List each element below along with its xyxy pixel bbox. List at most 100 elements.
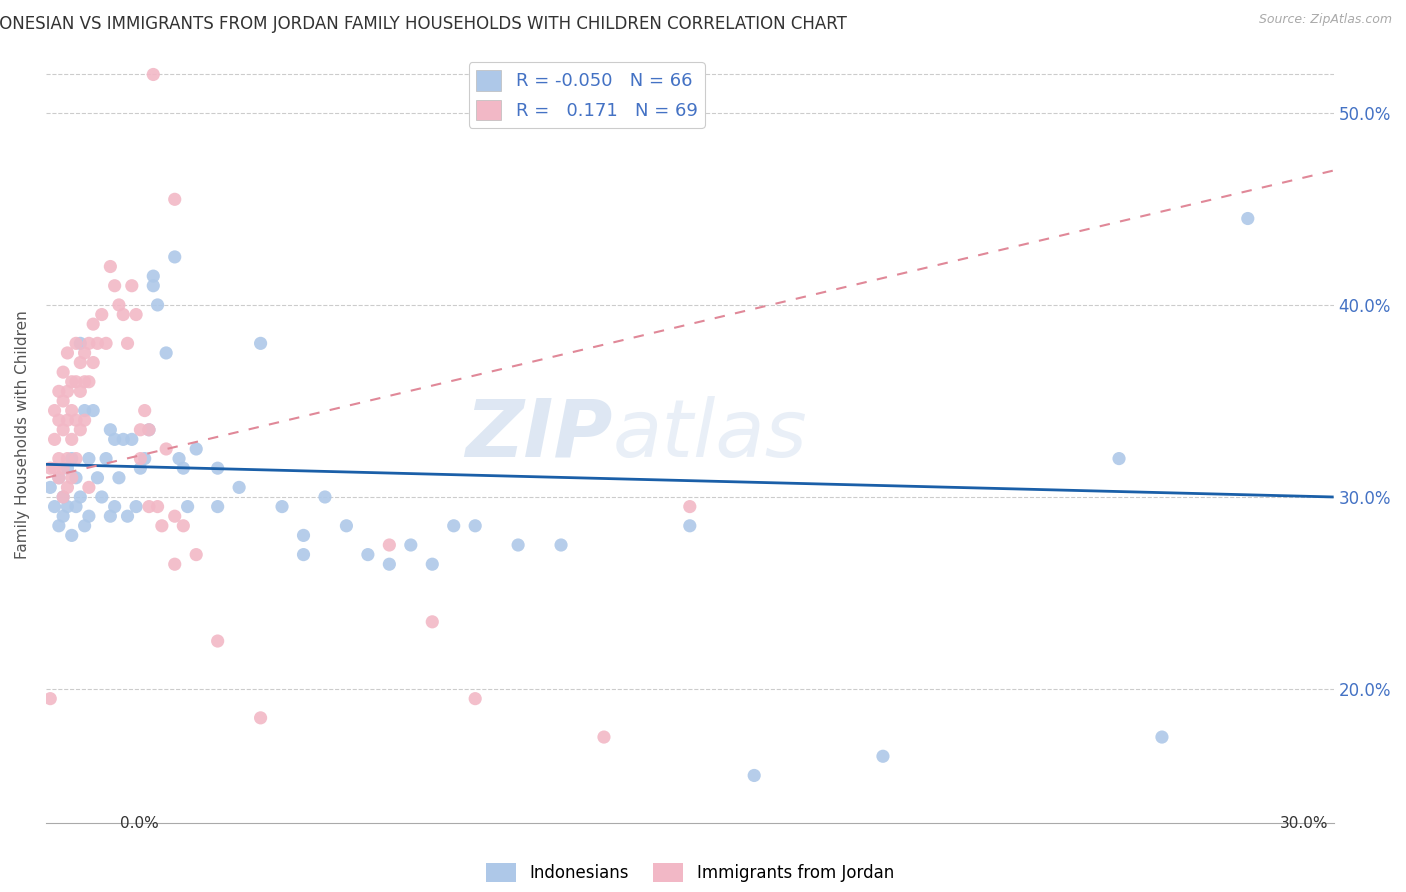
- Point: [69, 336, 91, 351]
- Point: [65, 336, 87, 351]
- Point: [39, 691, 62, 706]
- Point: [1150, 730, 1173, 744]
- Text: 0.0%: 0.0%: [120, 816, 159, 831]
- Point: [48, 451, 70, 466]
- Point: [508, 538, 530, 552]
- Point: [207, 500, 229, 514]
- Point: [48, 471, 70, 485]
- Point: [163, 192, 186, 206]
- Text: Source: ZipAtlas.com: Source: ZipAtlas.com: [1258, 13, 1392, 27]
- Y-axis label: Family Households with Children: Family Households with Children: [15, 310, 30, 559]
- Point: [146, 500, 169, 514]
- Point: [104, 433, 127, 447]
- Point: [56, 500, 79, 514]
- Point: [176, 500, 198, 514]
- Text: ZIP: ZIP: [465, 395, 613, 474]
- Point: [292, 548, 315, 562]
- Point: [872, 749, 894, 764]
- Point: [129, 451, 152, 466]
- Point: [77, 336, 100, 351]
- Point: [82, 355, 104, 369]
- Point: [207, 461, 229, 475]
- Point: [335, 518, 357, 533]
- Point: [65, 471, 87, 485]
- Point: [679, 500, 702, 514]
- Point: [271, 500, 294, 514]
- Point: [69, 490, 91, 504]
- Point: [249, 336, 271, 351]
- Point: [39, 461, 62, 475]
- Point: [125, 500, 148, 514]
- Point: [60, 403, 83, 417]
- Point: [163, 250, 186, 264]
- Point: [65, 451, 87, 466]
- Point: [129, 461, 152, 475]
- Point: [52, 423, 75, 437]
- Point: [163, 509, 186, 524]
- Point: [77, 375, 100, 389]
- Point: [378, 558, 401, 572]
- Point: [82, 403, 104, 417]
- Point: [550, 538, 572, 552]
- Point: [39, 480, 62, 494]
- Point: [679, 518, 702, 533]
- Point: [73, 518, 96, 533]
- Point: [73, 413, 96, 427]
- Point: [60, 433, 83, 447]
- Point: [52, 490, 75, 504]
- Point: [98, 423, 121, 437]
- Point: [86, 336, 108, 351]
- Point: [1108, 451, 1130, 466]
- Point: [207, 634, 229, 648]
- Point: [56, 346, 79, 360]
- Point: [56, 384, 79, 399]
- Point: [56, 461, 79, 475]
- Point: [65, 413, 87, 427]
- Point: [98, 260, 121, 274]
- Point: [420, 558, 443, 572]
- Point: [167, 451, 190, 466]
- Point: [108, 298, 131, 312]
- Point: [69, 384, 91, 399]
- Point: [69, 355, 91, 369]
- Point: [593, 730, 616, 744]
- Point: [44, 500, 66, 514]
- Point: [69, 423, 91, 437]
- Point: [1236, 211, 1258, 226]
- Point: [77, 509, 100, 524]
- Point: [186, 442, 208, 456]
- Point: [56, 413, 79, 427]
- Point: [134, 403, 156, 417]
- Point: [142, 269, 165, 284]
- Point: [77, 480, 100, 494]
- Point: [155, 346, 177, 360]
- Legend: R = -0.050   N = 66, R =   0.171   N = 69: R = -0.050 N = 66, R = 0.171 N = 69: [468, 62, 704, 128]
- Text: atlas: atlas: [613, 395, 807, 474]
- Point: [138, 500, 160, 514]
- Point: [121, 433, 143, 447]
- Point: [142, 67, 165, 81]
- Point: [112, 433, 135, 447]
- Point: [48, 518, 70, 533]
- Point: [186, 548, 208, 562]
- Point: [172, 518, 194, 533]
- Point: [90, 308, 112, 322]
- Point: [98, 509, 121, 524]
- Point: [172, 461, 194, 475]
- Point: [117, 509, 139, 524]
- Point: [420, 615, 443, 629]
- Point: [117, 336, 139, 351]
- Text: 30.0%: 30.0%: [1281, 816, 1329, 831]
- Point: [129, 423, 152, 437]
- Point: [56, 480, 79, 494]
- Point: [82, 317, 104, 331]
- Point: [163, 558, 186, 572]
- Point: [94, 451, 117, 466]
- Point: [65, 500, 87, 514]
- Point: [90, 490, 112, 504]
- Point: [60, 375, 83, 389]
- Point: [292, 528, 315, 542]
- Text: INDONESIAN VS IMMIGRANTS FROM JORDAN FAMILY HOUSEHOLDS WITH CHILDREN CORRELATION: INDONESIAN VS IMMIGRANTS FROM JORDAN FAM…: [0, 15, 846, 33]
- Point: [378, 538, 401, 552]
- Point: [104, 500, 127, 514]
